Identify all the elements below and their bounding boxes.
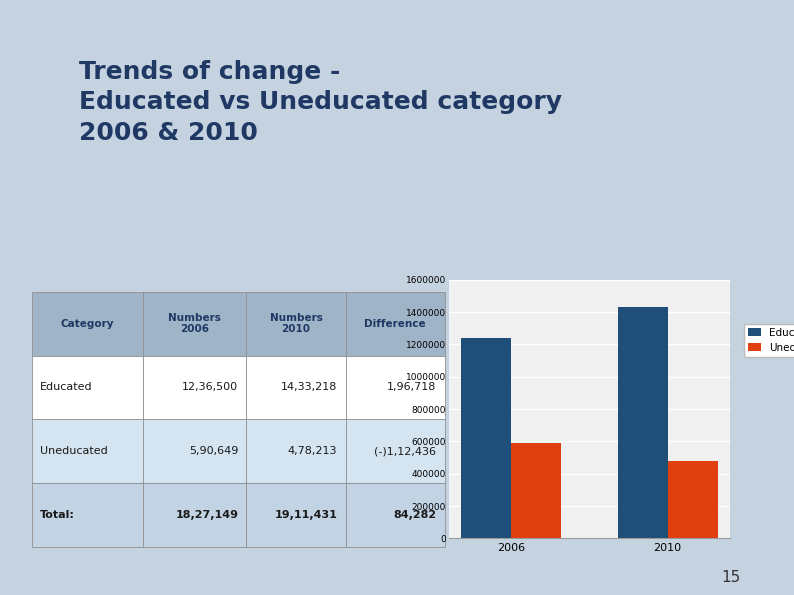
FancyBboxPatch shape bbox=[246, 292, 345, 356]
Text: Total:: Total: bbox=[40, 511, 75, 521]
Bar bbox=[461, 339, 511, 538]
Legend: Educated, Uneducated: Educated, Uneducated bbox=[744, 324, 794, 357]
FancyBboxPatch shape bbox=[246, 483, 345, 547]
Bar bbox=[618, 306, 668, 538]
Text: Numbers
2006: Numbers 2006 bbox=[168, 313, 222, 334]
Text: 14,33,218: 14,33,218 bbox=[281, 383, 337, 393]
Text: 5,90,649: 5,90,649 bbox=[189, 446, 238, 456]
Text: Trends of change -
Educated vs Uneducated category
2006 & 2010: Trends of change - Educated vs Uneducate… bbox=[79, 60, 562, 145]
FancyBboxPatch shape bbox=[345, 292, 445, 356]
Bar bbox=[511, 443, 561, 538]
Text: 84,282: 84,282 bbox=[393, 511, 437, 521]
FancyBboxPatch shape bbox=[32, 292, 143, 356]
Text: Difference: Difference bbox=[364, 318, 426, 328]
Text: Educated: Educated bbox=[40, 383, 93, 393]
FancyBboxPatch shape bbox=[143, 419, 246, 483]
Text: Numbers
2010: Numbers 2010 bbox=[270, 313, 322, 334]
Text: 19,11,431: 19,11,431 bbox=[275, 511, 337, 521]
Text: Category: Category bbox=[61, 318, 114, 328]
Text: (-)1,12,436: (-)1,12,436 bbox=[375, 446, 437, 456]
FancyBboxPatch shape bbox=[32, 483, 143, 547]
Text: 12,36,500: 12,36,500 bbox=[182, 383, 238, 393]
FancyBboxPatch shape bbox=[345, 419, 445, 483]
FancyBboxPatch shape bbox=[345, 356, 445, 419]
Text: 18,27,149: 18,27,149 bbox=[175, 511, 238, 521]
FancyBboxPatch shape bbox=[143, 292, 246, 356]
FancyBboxPatch shape bbox=[246, 356, 345, 419]
Text: Uneducated: Uneducated bbox=[40, 446, 108, 456]
Bar bbox=[668, 461, 718, 538]
FancyBboxPatch shape bbox=[345, 483, 445, 547]
FancyBboxPatch shape bbox=[32, 419, 143, 483]
Text: 15: 15 bbox=[721, 569, 740, 585]
Text: 4,78,213: 4,78,213 bbox=[287, 446, 337, 456]
FancyBboxPatch shape bbox=[246, 419, 345, 483]
FancyBboxPatch shape bbox=[143, 356, 246, 419]
FancyBboxPatch shape bbox=[32, 356, 143, 419]
FancyBboxPatch shape bbox=[143, 483, 246, 547]
Text: 1,96,718: 1,96,718 bbox=[387, 383, 437, 393]
